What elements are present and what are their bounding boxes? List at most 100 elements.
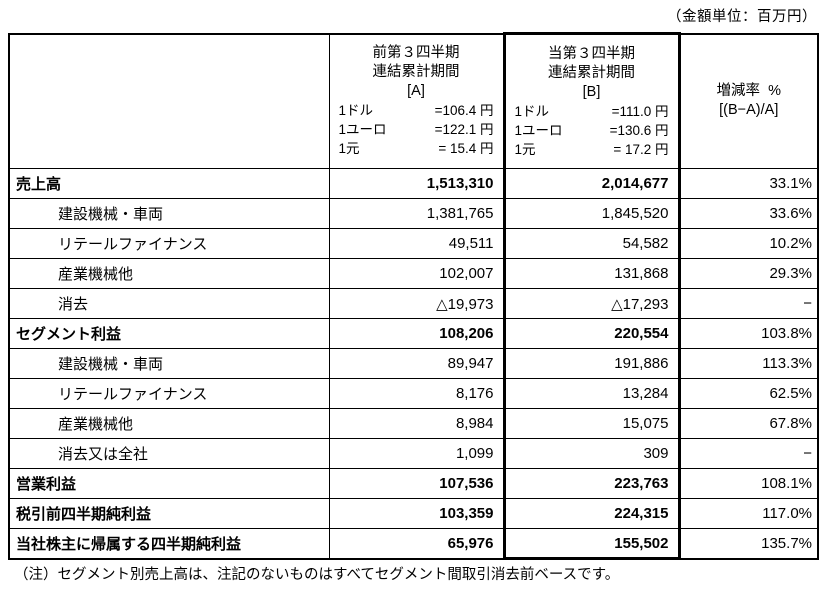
change-rate-value: −: [678, 288, 819, 319]
value-a: 108,206: [328, 318, 505, 349]
value-a: 103,359: [328, 498, 505, 529]
currency-rate: =122.1 円: [434, 122, 494, 138]
table-row: 消去又は全社 1,099 309 −: [8, 438, 819, 469]
currency-rate: = 17.2 円: [613, 141, 669, 157]
change-rate-value: 29.3%: [678, 258, 819, 289]
value-b: 1,845,520: [502, 198, 681, 229]
value-b: 191,886: [502, 348, 681, 379]
period-a-title-line2: 連結累計期間: [372, 64, 460, 81]
value-a: 107,536: [328, 468, 505, 499]
row-label: 産業機械他: [8, 258, 330, 289]
change-rate-title-line1: 増減率 %: [716, 83, 781, 100]
value-b: 15,075: [502, 408, 681, 439]
change-rate-value: 108.1%: [678, 468, 819, 499]
exchange-rate-line: 1元 = 15.4 円: [339, 139, 494, 158]
currency-label: 1ユーロ: [338, 122, 387, 138]
row-label: 税引前四半期純利益: [8, 498, 330, 529]
period-a-title-line3: [A]: [407, 83, 425, 100]
value-a: 8,984: [328, 408, 505, 439]
period-b-exchange-rates: 1ドル =111.0 円 1ユーロ =130.6 円 1元 = 17.2 円: [507, 102, 676, 159]
value-b: 224,315: [502, 498, 681, 529]
row-label: 売上高: [8, 168, 330, 199]
financial-results-table: 前第３四半期 連結累計期間 [A] 1ドル =106.4 円 1ユーロ =122…: [8, 32, 819, 560]
period-a-exchange-rates: 1ドル =106.4 円 1ユーロ =122.1 円 1元 = 15.4 円: [330, 101, 503, 158]
table-row: リテールファイナンス 8,176 13,284 62.5%: [8, 378, 819, 409]
table-row-operating-income: 営業利益 107,536 223,763 108.1%: [8, 468, 819, 499]
value-a: 8,176: [328, 378, 505, 409]
table-row: リテールファイナンス 49,511 54,582 10.2%: [8, 228, 819, 259]
value-b: 54,582: [502, 228, 681, 259]
header-row: 前第３四半期 連結累計期間 [A] 1ドル =106.4 円 1ユーロ =122…: [8, 32, 819, 169]
period-a-title-line1: 前第３四半期: [372, 45, 460, 62]
value-b: △17,293: [502, 288, 681, 319]
value-b: 2,014,677: [502, 168, 681, 199]
change-rate-value: 33.6%: [678, 198, 819, 229]
value-a: 89,947: [328, 348, 505, 379]
change-rate-value: 33.1%: [678, 168, 819, 199]
exchange-rate-line: 1元 = 17.2 円: [515, 140, 669, 159]
value-a: 102,007: [328, 258, 505, 289]
exchange-rate-line: 1ドル =111.0 円: [515, 102, 669, 121]
table-row-segment-profit: セグメント利益 108,206 220,554 103.8%: [8, 318, 819, 349]
value-a: 1,513,310: [328, 168, 505, 199]
row-label: 消去: [8, 288, 330, 319]
row-label: 当社株主に帰属する四半期純利益: [8, 528, 330, 559]
currency-rate: = 15.4 円: [438, 141, 494, 157]
currency-label: 1ドル: [514, 103, 550, 119]
value-b: 223,763: [502, 468, 681, 499]
row-label: リテールファイナンス: [8, 378, 330, 409]
currency-rate: =130.6 円: [609, 122, 669, 138]
exchange-rate-line: 1ユーロ =122.1 円: [339, 120, 494, 139]
value-a: 65,976: [328, 528, 505, 559]
table-row-net-sales: 売上高 1,513,310 2,014,677 33.1%: [8, 168, 819, 199]
value-b: 13,284: [502, 378, 681, 409]
table-row-net-income: 当社株主に帰属する四半期純利益 65,976 155,502 135.7%: [8, 528, 819, 560]
change-rate-title-line2: [(B−A)/A]: [719, 102, 779, 119]
table-row: 建設機械・車両 89,947 191,886 113.3%: [8, 348, 819, 379]
change-rate-value: 62.5%: [678, 378, 819, 409]
currency-rate: =106.4 円: [434, 103, 494, 119]
currency-rate: =111.0 円: [611, 103, 669, 119]
footnote: （注）セグメント別売上高は、注記のないものはすべてセグメント間取引消去前ベースで…: [14, 567, 620, 583]
row-label: 産業機械他: [8, 408, 330, 439]
row-label: 建設機械・車両: [8, 348, 330, 379]
exchange-rate-line: 1ユーロ =130.6 円: [515, 121, 669, 140]
change-rate-value: 117.0%: [678, 498, 819, 529]
period-b-title-line1: 当第３四半期: [548, 45, 635, 62]
value-b: 220,554: [502, 318, 681, 349]
table-row: 消去 △19,973 △17,293 −: [8, 288, 819, 319]
value-a: 1,381,765: [328, 198, 505, 229]
row-label: セグメント利益: [8, 318, 330, 349]
change-rate-value: −: [678, 438, 819, 469]
period-b-title-line3: [B]: [582, 83, 601, 100]
currency-label: 1ドル: [338, 103, 374, 119]
period-b-header: 当第３四半期 連結累計期間 [B] 1ドル =111.0 円 1ユーロ =130…: [502, 32, 681, 169]
value-b: 309: [502, 438, 681, 469]
currency-label: 1ユーロ: [514, 122, 563, 138]
change-rate-value: 135.7%: [678, 528, 819, 559]
table-row: 建設機械・車両 1,381,765 1,845,520 33.6%: [8, 198, 819, 229]
table-row: 産業機械他 8,984 15,075 67.8%: [8, 408, 819, 439]
change-rate-value: 103.8%: [678, 318, 819, 349]
change-rate-value: 113.3%: [678, 348, 819, 379]
table-row-income-before-taxes: 税引前四半期純利益 103,359 224,315 117.0%: [8, 498, 819, 529]
value-a: 49,511: [328, 228, 505, 259]
change-rate-header: 増減率 % [(B−A)/A]: [678, 33, 819, 169]
value-b: 155,502: [502, 528, 681, 560]
row-label: 消去又は全社: [8, 438, 330, 469]
value-a: 1,099: [328, 438, 505, 469]
period-b-title-line2: 連結累計期間: [548, 64, 635, 81]
row-label: 建設機械・車両: [8, 198, 330, 229]
table-row: 産業機械他 102,007 131,868 29.3%: [8, 258, 819, 289]
change-rate-value: 67.8%: [678, 408, 819, 439]
change-rate-value: 10.2%: [678, 228, 819, 259]
unit-note: （金額単位：百万円）: [667, 9, 817, 25]
currency-label: 1元: [514, 141, 536, 157]
item-column-header: [8, 33, 330, 169]
value-b: 131,868: [502, 258, 681, 289]
row-label: リテールファイナンス: [8, 228, 330, 259]
currency-label: 1元: [338, 141, 360, 157]
row-label: 営業利益: [8, 468, 330, 499]
exchange-rate-line: 1ドル =106.4 円: [339, 101, 494, 120]
